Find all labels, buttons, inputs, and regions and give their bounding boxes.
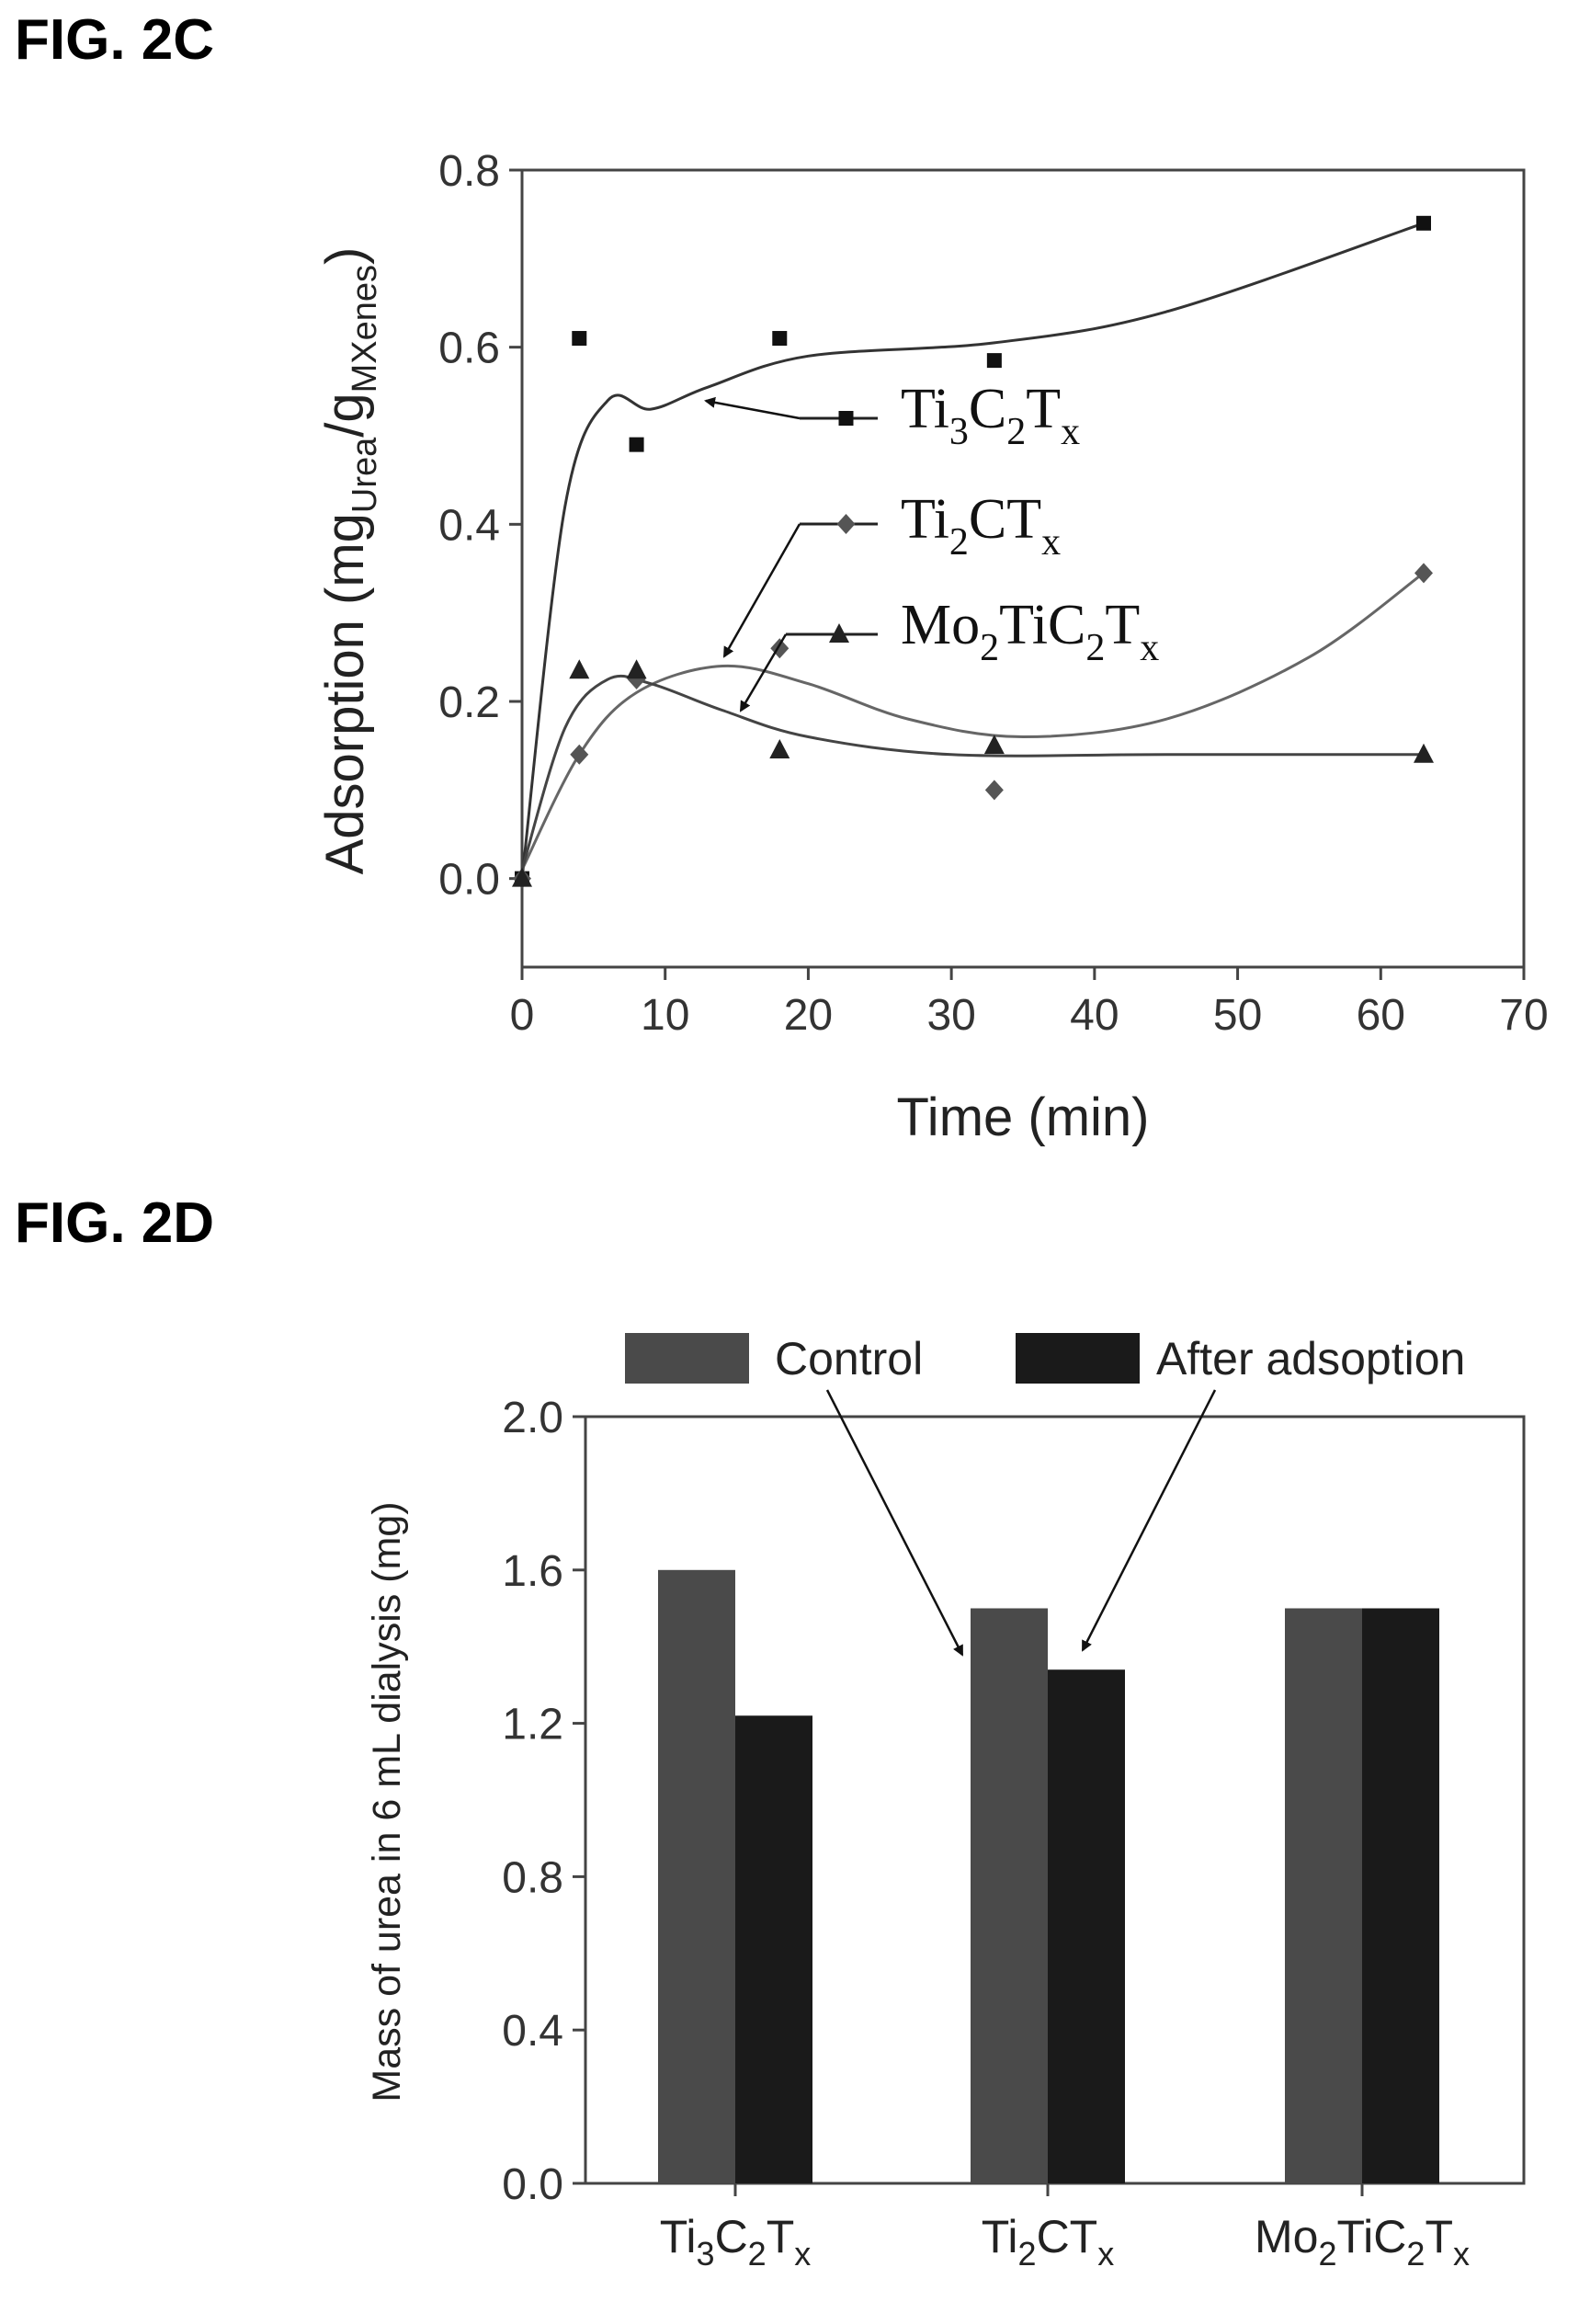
data-point-mo2tic2tx — [983, 735, 1005, 755]
x-axis-title: Time (min) — [897, 1088, 1150, 1147]
figure-label-2c: FIG. 2C — [15, 8, 215, 72]
x-tick-label: 0 — [510, 991, 535, 1040]
y-tick-label-2d: 1.2 — [502, 1701, 563, 1749]
x-tick-label: 30 — [926, 991, 975, 1040]
x-tick-label: 60 — [1357, 991, 1405, 1040]
legend-marker-ti2ctx — [836, 514, 856, 534]
data-point-mo2tic2tx — [512, 867, 532, 887]
y-tick-label-2d: 1.6 — [502, 1547, 563, 1596]
legend-swatch-control — [625, 1333, 749, 1384]
y-tick-label-2d: 0.8 — [502, 1853, 563, 1902]
data-point-mo2tic2tx — [569, 659, 590, 679]
y-tick-label: 0.0 — [438, 856, 500, 905]
y-axis-title: Adsorption (mgUrea/gMXenes) — [315, 247, 384, 875]
y-tick-label: 0.4 — [438, 501, 500, 550]
x-category-label-ti2ctx: Ti2CTx — [982, 2211, 1114, 2273]
legend-label-after: After adsoption — [1156, 1333, 1465, 1384]
y-tick-label-2d: 0.4 — [502, 2007, 563, 2056]
x-tick-label: 40 — [1070, 991, 1119, 1040]
series-label-ti3c2tx: Ti3C2Tx — [901, 378, 1080, 453]
legend-marker-ti3c2tx — [838, 411, 854, 426]
bar-after-ti2ctx — [1048, 1669, 1125, 2183]
y-tick-label: 0.2 — [438, 678, 500, 727]
x-category-label-mo2tic2tx: Mo2TiC2Tx — [1255, 2211, 1470, 2273]
y-tick-label-2d: 2.0 — [502, 1394, 563, 1442]
data-point-mo2tic2tx — [626, 659, 647, 679]
fit-curve-mo2tic2tx — [520, 674, 1424, 871]
data-point-ti3c2tx — [572, 331, 587, 347]
legend-arrow-after — [1081, 1389, 1217, 1652]
x-tick-label: 20 — [784, 991, 833, 1040]
y-tick-label: 0.8 — [438, 147, 500, 196]
y-tick-label-2d: 0.0 — [502, 2160, 563, 2209]
data-point-mo2tic2tx — [769, 738, 790, 758]
legend-marker-mo2tic2tx — [829, 623, 849, 643]
y-axis-title-2d: Mass of urea in 6 mL dialysis (mg) — [365, 1501, 409, 2102]
legend-label-control: Control — [775, 1333, 923, 1384]
bar-after-ti3c2tx — [735, 1715, 812, 2183]
legend-arrow-control — [825, 1389, 964, 1657]
bar-control-ti3c2tx — [658, 1569, 735, 2183]
x-tick-label: 10 — [641, 991, 689, 1040]
series-label-ti2ctx: Ti2CTx — [901, 488, 1061, 564]
bar-control-ti2ctx — [971, 1608, 1048, 2183]
data-point-ti3c2tx — [629, 437, 644, 452]
data-point-ti2ctx — [570, 744, 589, 765]
leader-arrow-ti3c2tx — [704, 396, 801, 420]
fit-curve-ti3c2tx — [520, 222, 1425, 879]
data-point-ti3c2tx — [1416, 215, 1431, 231]
data-point-ti3c2tx — [772, 331, 788, 347]
series-label-mo2tic2tx: Mo2TiC2Tx — [901, 594, 1159, 669]
x-tick-label: 50 — [1213, 991, 1262, 1040]
leader-arrow-ti2ctx — [722, 523, 801, 658]
y-tick-label: 0.6 — [438, 325, 500, 373]
data-point-ti2ctx — [1414, 563, 1433, 584]
leader-arrow-mo2tic2tx — [739, 633, 788, 712]
data-point-mo2tic2tx — [1414, 743, 1434, 763]
plot-frame-2c — [520, 168, 1526, 969]
bar-after-mo2tic2tx — [1362, 1608, 1439, 2183]
bar-control-mo2tic2tx — [1285, 1608, 1362, 2183]
x-category-label-ti3c2tx: Ti3C2Tx — [660, 2211, 812, 2273]
figure-label-2d: FIG. 2D — [15, 1191, 215, 1255]
data-point-ti2ctx — [984, 780, 1004, 801]
fit-curve-ti2ctx — [520, 572, 1425, 871]
x-tick-label: 70 — [1499, 991, 1548, 1040]
legend-swatch-after — [1016, 1333, 1140, 1384]
data-point-ti3c2tx — [986, 353, 1002, 369]
